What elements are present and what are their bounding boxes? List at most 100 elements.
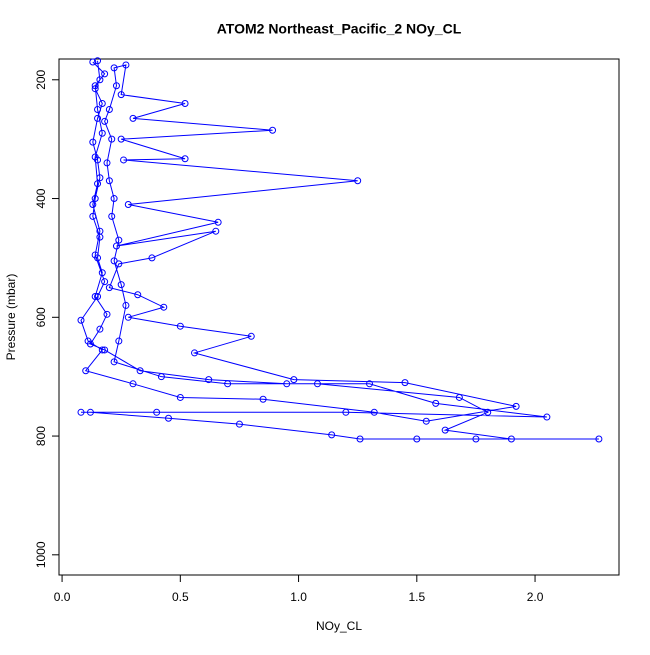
data-point <box>112 242 120 250</box>
data-point <box>103 310 111 318</box>
data-point <box>224 380 232 388</box>
data-point <box>370 408 378 416</box>
data-point <box>235 420 243 428</box>
data-point <box>129 114 137 122</box>
data-line <box>80 60 599 440</box>
data-point <box>108 212 116 220</box>
data-point <box>96 325 104 333</box>
data-point <box>472 435 480 443</box>
data-point <box>98 346 106 354</box>
data-point <box>98 100 106 108</box>
data-point <box>98 269 106 277</box>
y-tick-label: 400 <box>34 188 48 208</box>
data-point <box>89 212 97 220</box>
y-tick-label: 600 <box>34 307 48 327</box>
data-point <box>214 218 222 226</box>
data-point <box>91 251 99 259</box>
data-point <box>153 408 161 416</box>
data-point <box>94 105 102 113</box>
data-point <box>86 408 94 416</box>
data-point <box>269 126 277 134</box>
data-point <box>115 260 123 268</box>
data-point <box>422 417 430 425</box>
data-point <box>290 376 298 384</box>
data-point <box>122 301 130 309</box>
data-point <box>124 313 132 321</box>
data-point <box>441 426 449 434</box>
data-point <box>84 337 92 345</box>
data-point <box>101 278 109 286</box>
data-point <box>101 346 109 354</box>
data-point <box>101 70 109 78</box>
data-point <box>89 58 97 66</box>
x-tick-label: 0.0 <box>54 590 71 604</box>
data-point <box>129 380 137 388</box>
data-point <box>342 408 350 416</box>
data-point <box>117 281 125 289</box>
data-point <box>124 200 132 208</box>
data-point <box>160 303 168 311</box>
data-point <box>595 435 603 443</box>
x-axis-label: NOy_CL <box>316 619 362 633</box>
data-point <box>164 414 172 422</box>
data-point <box>328 431 336 439</box>
x-tick-label: 2.0 <box>527 590 544 604</box>
data-point <box>354 177 362 185</box>
data-point <box>91 153 99 161</box>
data-point <box>181 155 189 163</box>
x-tick-label: 0.5 <box>172 590 189 604</box>
data-point <box>105 284 113 292</box>
data-point <box>432 399 440 407</box>
y-tick-label: 200 <box>34 69 48 89</box>
x-tick-label: 1.0 <box>290 590 307 604</box>
data-point <box>91 195 99 203</box>
data-point <box>313 380 321 388</box>
data-point <box>543 413 551 421</box>
data-point <box>117 91 125 99</box>
data-point <box>413 435 421 443</box>
data-point <box>191 349 199 357</box>
data-point <box>283 380 291 388</box>
data-point <box>136 367 144 375</box>
data-point <box>94 180 102 188</box>
data-point <box>103 159 111 167</box>
data-point <box>176 393 184 401</box>
data-point <box>122 61 130 69</box>
data-point <box>105 105 113 113</box>
data-point <box>205 376 213 384</box>
y-tick-label: 1000 <box>34 541 48 568</box>
data-point <box>484 408 492 416</box>
chart-title: ATOM2 Northeast_Pacific_2 NOy_CL <box>217 21 462 37</box>
data-point <box>455 393 463 401</box>
data-point <box>181 100 189 108</box>
data-point <box>356 435 364 443</box>
data-point <box>105 177 113 185</box>
data-point <box>401 379 409 387</box>
y-tick-label: 800 <box>34 426 48 446</box>
y-axis-label: Pressure (mbar) <box>4 274 18 361</box>
data-point <box>94 57 102 65</box>
data-point <box>91 85 99 93</box>
data-point <box>366 380 374 388</box>
data-point <box>82 367 90 375</box>
data-point <box>77 408 85 416</box>
x-tick-label: 1.5 <box>408 590 425 604</box>
data-point <box>115 236 123 244</box>
data-point <box>110 195 118 203</box>
data-point <box>77 316 85 324</box>
data-point <box>112 82 120 90</box>
data-point <box>96 76 104 84</box>
data-point <box>110 64 118 72</box>
data-point <box>117 135 125 143</box>
data-point <box>259 395 267 403</box>
data-point <box>110 358 118 366</box>
data-point <box>98 129 106 137</box>
data-point <box>94 293 102 301</box>
data-point <box>96 227 104 235</box>
data-point <box>120 156 128 164</box>
data-point <box>91 82 99 90</box>
data-point <box>157 373 165 381</box>
data-point <box>91 293 99 301</box>
